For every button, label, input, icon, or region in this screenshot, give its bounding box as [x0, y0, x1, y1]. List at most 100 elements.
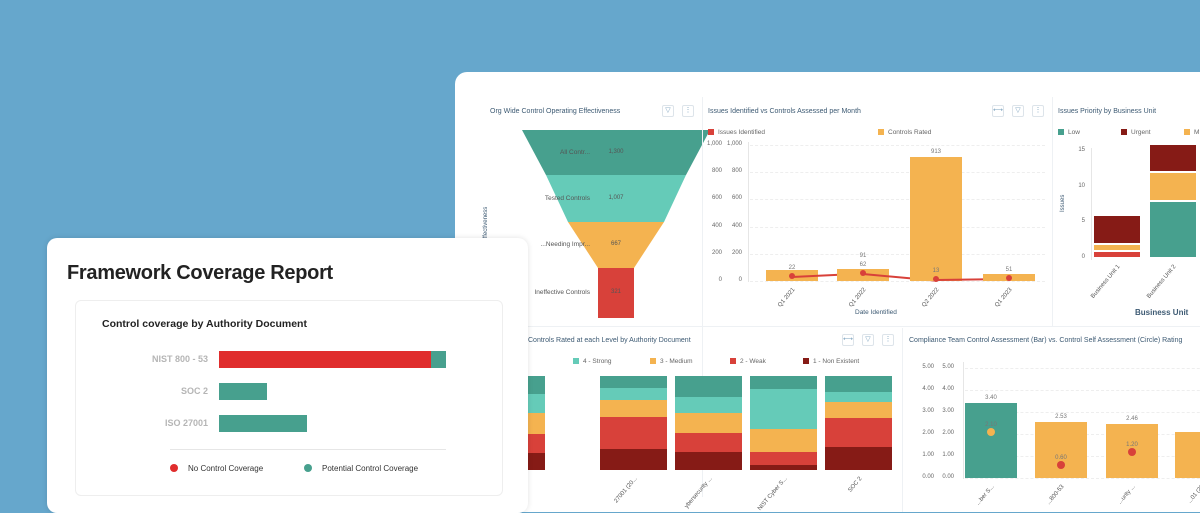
stacked-segment	[825, 391, 892, 403]
red-dot-icon	[170, 464, 178, 472]
y-tick: 0	[1081, 254, 1085, 260]
coverage-chart-panel: Control coverage by Authority Document N…	[75, 300, 503, 496]
x-axis-title: Business Unit	[1135, 308, 1189, 317]
stacked-segment	[750, 452, 817, 466]
divider	[702, 97, 703, 497]
legend-swatch	[730, 358, 736, 364]
stacked-segment	[1149, 143, 1197, 173]
divider	[455, 326, 1200, 327]
bar-label: 3.40	[985, 395, 997, 402]
divider	[902, 328, 903, 512]
gridline	[750, 145, 1045, 146]
y-tick-left: 1.00	[922, 452, 934, 458]
framework-coverage-card: Framework Coverage Report Control covera…	[47, 238, 528, 513]
funnel-segment	[598, 268, 634, 318]
stacked-segment	[675, 396, 742, 413]
x-tick-label: Q2 2022	[921, 287, 941, 309]
stacked-segment	[600, 449, 667, 470]
y-tick-right: 4.00	[942, 386, 954, 392]
self-assessment-circle	[1057, 460, 1065, 469]
x-tick-label: Business Unit 2	[1146, 264, 1178, 300]
funnel-label: ...Needing Impr...	[540, 241, 591, 248]
y-tick: 5	[1081, 218, 1085, 225]
stacked-segment	[600, 417, 667, 450]
stacked-segment	[675, 433, 742, 453]
x-tick-label: Q1 2023	[994, 287, 1014, 309]
y-tick-right: 0	[738, 277, 742, 283]
y-tick-left: 200	[711, 249, 722, 256]
y-tick-right: 0.00	[942, 474, 954, 480]
y-tick: 15	[1078, 147, 1085, 153]
x-tick-label: Q1 2021	[777, 287, 797, 309]
funnel-label: Ineffective Controls	[534, 289, 590, 296]
y-tick-right: 800	[731, 168, 742, 175]
x-tick-label: ybersecurity ...	[683, 476, 714, 510]
expand-icon[interactable]: ⟷	[842, 334, 854, 346]
stacked-segment	[825, 447, 892, 470]
filter-icon[interactable]: ▽	[862, 334, 874, 346]
bar-label: 913	[930, 148, 941, 155]
circle-label: 1.20	[1126, 441, 1138, 448]
x-tick-label: ...01 (20	[1186, 484, 1200, 505]
y-axis	[1091, 148, 1092, 260]
stacked-segment	[1149, 200, 1197, 258]
stacked-segment	[675, 376, 742, 397]
filter-icon[interactable]: ▽	[662, 105, 674, 117]
teal-dot-icon	[304, 464, 312, 472]
more-icon[interactable]: ⋮	[1032, 105, 1044, 117]
y-axis	[963, 362, 964, 479]
y-tick-right: 400	[731, 222, 742, 229]
stacked-segment	[750, 428, 817, 453]
filter-icon[interactable]: ▽	[1012, 105, 1024, 117]
coverage-bar-segment	[219, 415, 307, 432]
more-icon[interactable]: ⋮	[682, 105, 694, 117]
stacked-segment	[825, 402, 892, 419]
gridline	[750, 281, 1045, 282]
stacked-segment	[825, 376, 892, 392]
point-label: 13	[932, 268, 940, 275]
x-tick-label: SOC 2	[846, 476, 864, 494]
bar-label: 91	[859, 252, 867, 259]
stacked-segment	[1093, 250, 1141, 258]
y-tick-right: 600	[731, 195, 742, 202]
funnel-value: 1,007	[608, 194, 624, 201]
y-tick-left: 3.00	[922, 408, 934, 414]
legend-swatch	[650, 358, 656, 364]
gridline	[750, 172, 1045, 174]
stacked-segment	[750, 465, 817, 470]
y-tick-right: 1.00	[942, 452, 954, 458]
more-icon[interactable]: ⋮	[882, 334, 894, 346]
funnel-value: 321	[610, 289, 621, 295]
stacked-segment	[600, 388, 667, 401]
circle-label: 0.60	[1055, 454, 1067, 461]
funnel-segment	[546, 175, 686, 222]
stacked-segment	[750, 389, 817, 429]
y-axis	[748, 142, 749, 282]
gridline	[965, 412, 1200, 413]
bar-label: 2.53	[1055, 414, 1067, 421]
y-tick-left: 4.00	[922, 386, 934, 392]
coverage-bar-segment	[431, 351, 446, 368]
coverage-bar-segment	[219, 351, 431, 368]
legend-item: 2 - Weak	[730, 358, 766, 365]
x-tick-label: Business Unit 1	[1090, 264, 1122, 300]
y-tick-left: 1,000	[706, 141, 722, 147]
y-axis-title: Issues	[1060, 194, 1066, 212]
funnel-value: 667	[610, 241, 621, 247]
expand-icon[interactable]: ⟷	[992, 105, 1004, 117]
coverage-bar-segment	[219, 383, 267, 400]
stacked-segment	[825, 418, 892, 448]
issues-controls-title: Issues Identified vs Controls Assessed p…	[708, 108, 861, 115]
legend-no-coverage: No Control Coverage	[170, 464, 263, 473]
y-tick-right: 1,000	[726, 141, 742, 147]
stacked-segment	[675, 412, 742, 434]
bar-category-label: SOC 2	[180, 386, 208, 396]
y-tick-left: 0	[718, 277, 722, 283]
funnel-segment	[522, 130, 710, 175]
stacked-segment	[1093, 243, 1141, 251]
y-tick-left: 0.00	[922, 474, 934, 480]
y-tick: 10	[1078, 182, 1085, 189]
legend-item: 3 - Medium	[650, 358, 693, 365]
point-label: 51	[1005, 267, 1013, 274]
gridline	[750, 199, 1045, 201]
